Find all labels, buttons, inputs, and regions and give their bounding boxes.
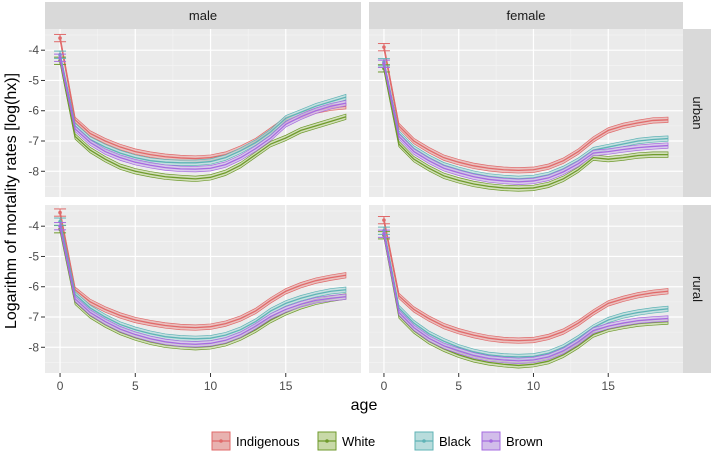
y-axis-title: Logarithm of mortality rates [log(hx)] (3, 73, 20, 329)
legend-item-brown: Brown (481, 431, 543, 451)
band-brown (59, 223, 347, 348)
x-axis-title: age (351, 397, 378, 414)
y-tick-label: -7 (28, 134, 39, 148)
point-age0-brown (382, 231, 386, 236)
x-tick-label: 0 (57, 379, 64, 393)
band-white (383, 65, 669, 192)
point-age0-indigenous (58, 210, 62, 215)
facet-strip-male (45, 2, 361, 29)
facet-strip-rural (683, 205, 711, 373)
y-tick-label: -6 (28, 104, 39, 118)
point-age0-brown (382, 62, 386, 66)
legend-item-white: White (317, 431, 375, 451)
line-brown (59, 226, 347, 345)
y-tick-label: -8 (28, 340, 39, 354)
point-age0-indigenous (382, 218, 386, 222)
facet-strip-male-label: male (189, 8, 217, 23)
x-tick-label: 10 (204, 379, 218, 393)
x-tick-label: 15 (602, 379, 616, 393)
x-tick-label: 5 (455, 379, 462, 393)
legend-item-indigenous: Indigenous (211, 431, 300, 451)
band-indigenous (383, 217, 669, 344)
line-brown (383, 63, 669, 183)
y-tick-label: -8 (28, 164, 39, 178)
panel-female-urban (369, 29, 683, 197)
legend-item-black: Black (414, 431, 471, 451)
legend: Indigenous White Black Brown (211, 431, 543, 451)
line-indigenous (59, 212, 347, 329)
x-tick-label: 5 (132, 379, 139, 393)
panels (45, 29, 683, 373)
facet-strip-female-label: female (506, 8, 545, 23)
point-age0-brown (58, 224, 62, 228)
y-tick-label: -7 (28, 310, 39, 324)
band-brown (383, 61, 669, 185)
line-black (59, 221, 347, 340)
band-brown (383, 230, 669, 364)
line-indigenous (383, 47, 669, 172)
band-brown (59, 54, 347, 173)
facet-strip-urban-label: urban (690, 96, 705, 129)
y-tick-label: -5 (28, 73, 39, 87)
band-indigenous (59, 209, 347, 331)
legend-label-white: White (342, 434, 375, 449)
legend-label-black: Black (439, 434, 471, 449)
panel-female-rural (369, 205, 683, 373)
line-brown (383, 233, 669, 362)
panel-male-urban (45, 29, 361, 197)
facet-strip-rural-label: rural (690, 276, 705, 302)
y-axis-ticks: -4 -5 -6 -7 -8 -4 -5 -6 -7 -8 (28, 43, 45, 354)
legend-label-indigenous: Indigenous (236, 434, 300, 449)
line-black (59, 54, 347, 164)
panel-male-rural (45, 205, 361, 373)
y-tick-label: -5 (28, 249, 39, 263)
line-white (59, 60, 347, 180)
band-indigenous (383, 44, 669, 174)
facet-strip-female (369, 2, 683, 29)
x-axis-ticks: 0 5 10 15 0 5 10 15 (57, 373, 616, 393)
band-white (59, 57, 347, 182)
x-tick-label: 0 (381, 379, 388, 393)
facet-strip-urban (683, 29, 711, 197)
x-tick-label: 10 (527, 379, 541, 393)
y-tick-label: -4 (28, 219, 39, 233)
line-brown (59, 57, 347, 170)
x-tick-label: 15 (279, 379, 293, 393)
legend-label-brown: Brown (506, 434, 543, 449)
point-age0-indigenous (382, 45, 386, 49)
line-black (383, 230, 669, 358)
point-age0-brown (58, 55, 62, 60)
line-indigenous (383, 220, 669, 342)
y-tick-label: -6 (28, 280, 39, 294)
line-white (383, 68, 669, 190)
point-age0-indigenous (58, 36, 62, 40)
y-tick-label: -4 (28, 43, 39, 57)
